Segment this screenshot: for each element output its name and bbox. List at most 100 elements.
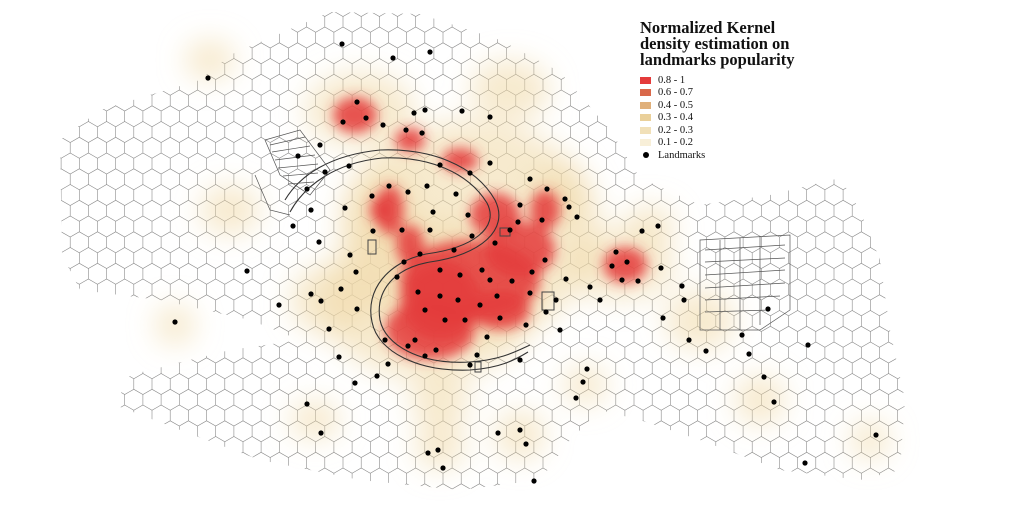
density-halo-blob — [185, 40, 235, 80]
landmark-point — [465, 212, 471, 218]
landmark-point — [529, 269, 535, 275]
landmark-point — [523, 441, 529, 447]
legend-label-landmarks: Landmarks — [658, 149, 706, 161]
landmark-point — [437, 162, 443, 168]
landmark-point — [457, 272, 463, 278]
landmark-point — [635, 278, 641, 284]
landmark-point — [435, 447, 441, 453]
landmark-point — [497, 315, 503, 321]
legend: 0.8 - 1 0.6 - 0.7 0.4 - 0.5 0.3 - 0.4 0.… — [640, 74, 705, 162]
landmark-point — [451, 247, 457, 253]
density-core-blob — [400, 260, 480, 340]
landmark-point — [437, 293, 443, 299]
landmark-point — [479, 267, 485, 273]
legend-label: 0.2 - 0.3 — [658, 124, 693, 136]
legend-label: 0.1 - 0.2 — [658, 137, 693, 149]
landmark-point — [543, 309, 549, 315]
landmark-point — [276, 302, 282, 308]
title-line-2: density estimation on — [640, 34, 790, 53]
density-core — [333, 97, 647, 360]
title-line-3: landmarks popularity — [640, 50, 795, 69]
landmark-point — [539, 217, 545, 223]
landmark-point — [580, 379, 586, 385]
landmark-point — [658, 265, 664, 271]
legend-item-3: 0.3 - 0.4 — [640, 112, 705, 125]
landmark-point — [433, 347, 439, 353]
landmark-point — [422, 307, 428, 313]
legend-swatch — [640, 101, 651, 109]
legend-item-5: 0.1 - 0.2 — [640, 137, 705, 150]
landmark-point — [679, 283, 685, 289]
landmark-point — [686, 337, 692, 343]
landmark-point — [597, 297, 603, 303]
landmark-point — [761, 374, 767, 380]
landmark-point — [562, 196, 568, 202]
landmark-point — [467, 362, 473, 368]
density-core-blob — [603, 247, 647, 283]
landmark-point — [873, 432, 879, 438]
density-halo-blob — [155, 305, 195, 345]
landmark-point — [346, 163, 352, 169]
landmark-point — [494, 293, 500, 299]
density-halo-blob — [470, 60, 550, 120]
landmark-point — [430, 209, 436, 215]
landmark-point — [316, 239, 322, 245]
density-core-blob — [395, 128, 425, 152]
landmark-point — [382, 337, 388, 343]
density-halo-blob — [850, 420, 890, 460]
landmark-point — [442, 317, 448, 323]
landmark-point — [386, 183, 392, 189]
legend-item-1: 0.6 - 0.7 — [640, 87, 705, 100]
legend-swatch — [640, 114, 651, 122]
landmark-point — [405, 189, 411, 195]
landmark-point — [401, 259, 407, 265]
landmark-point — [527, 176, 533, 182]
title-line-1: Normalized Kernel — [640, 18, 776, 37]
landmark-point — [517, 202, 523, 208]
landmark-point — [390, 55, 396, 61]
landmark-point — [459, 108, 465, 114]
density-halo-blob — [415, 420, 465, 470]
landmark-point — [363, 115, 369, 121]
landmark-point — [419, 130, 425, 136]
landmark-point — [474, 352, 480, 358]
landmark-point — [487, 277, 493, 283]
landmark-point — [352, 380, 358, 386]
landmark-point — [380, 122, 386, 128]
landmark-point — [613, 249, 619, 255]
density-halo-blob — [290, 265, 370, 335]
landmark-point — [453, 191, 459, 197]
legend-label: 0.4 - 0.5 — [658, 99, 693, 111]
arsenale-buildings — [699, 234, 791, 331]
landmark-point — [422, 353, 428, 359]
landmark-point — [681, 297, 687, 303]
landmark-point — [542, 257, 548, 263]
landmark-point — [765, 306, 771, 312]
landmark-point — [308, 207, 314, 213]
landmark-point — [411, 110, 417, 116]
landmark-point — [455, 297, 461, 303]
landmark-point — [462, 317, 468, 323]
legend-item-landmarks: Landmarks — [640, 149, 705, 162]
density-core-blob — [485, 222, 555, 278]
density-halo-blob — [625, 205, 675, 245]
landmark-point — [655, 223, 661, 229]
landmark-point — [370, 228, 376, 234]
landmark-point — [507, 227, 513, 233]
landmark-point — [405, 343, 411, 349]
landmark-point — [336, 354, 342, 360]
landmark-point — [566, 204, 572, 210]
density-core-blob — [530, 190, 560, 230]
landmark-point — [415, 289, 421, 295]
legend-swatch — [640, 76, 651, 84]
landmark-point — [802, 460, 808, 466]
landmark-point — [527, 290, 533, 296]
legend-label: 0.6 - 0.7 — [658, 87, 693, 99]
landmark-point — [394, 274, 400, 280]
landmark-point — [573, 395, 579, 401]
legend-swatch — [640, 126, 651, 134]
density-halo-blob — [410, 375, 470, 425]
legend-swatch — [640, 89, 651, 97]
legend-label: 0.3 - 0.4 — [658, 112, 693, 124]
